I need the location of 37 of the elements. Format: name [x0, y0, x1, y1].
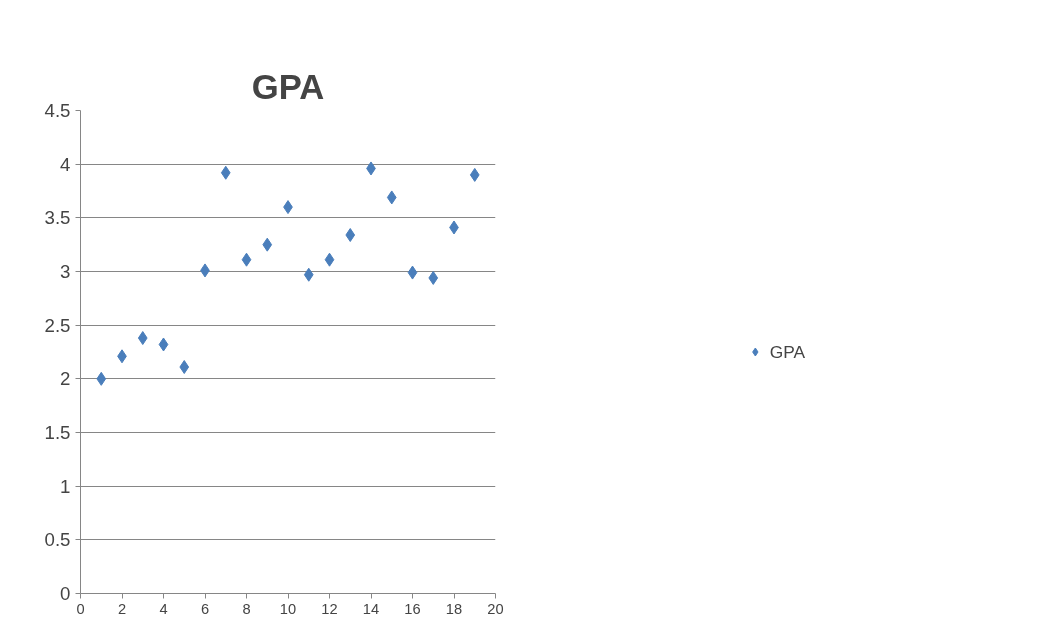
y-tick-label: 1.5 — [44, 422, 71, 443]
legend-label: GPA — [769, 341, 806, 362]
x-tick-label: 12 — [321, 600, 338, 617]
x-tick-label: 8 — [242, 600, 251, 617]
point — [179, 360, 190, 375]
y-tick-label: 4 — [60, 153, 71, 175]
x-tick-label: 10 — [279, 600, 297, 617]
y-tick-label: 2.5 — [44, 314, 71, 336]
y-tick-label: 0 — [60, 583, 71, 604]
x-tick-label: 20 — [487, 600, 504, 617]
point — [220, 165, 231, 180]
point — [428, 270, 439, 285]
y-tick-label: 2 — [60, 368, 71, 390]
chart-title: GPA — [251, 67, 325, 106]
point — [407, 265, 418, 280]
x-tick-label: 6 — [200, 600, 210, 617]
point — [262, 237, 273, 252]
y-tick-label: 4.5 — [44, 100, 71, 121]
point — [345, 228, 356, 243]
x-tick-label: 2 — [117, 600, 127, 617]
x-tick-label: 14 — [362, 600, 380, 617]
y-tick-label: 3 — [60, 261, 71, 282]
point — [303, 267, 314, 282]
point — [137, 331, 148, 346]
point — [386, 190, 397, 205]
x-tick-label: 0 — [76, 600, 85, 617]
y-tick-label: 1 — [60, 475, 71, 497]
point — [241, 252, 252, 267]
x-tick-label: 18 — [445, 600, 463, 617]
point — [158, 337, 169, 352]
x-tick-label: 16 — [404, 600, 421, 617]
point — [96, 371, 107, 386]
point — [324, 252, 335, 267]
point — [469, 167, 480, 182]
y-tick-label: 0.5 — [44, 529, 71, 551]
y-tick-label: 3.5 — [44, 207, 71, 229]
x-tick-label: 4 — [159, 600, 168, 617]
